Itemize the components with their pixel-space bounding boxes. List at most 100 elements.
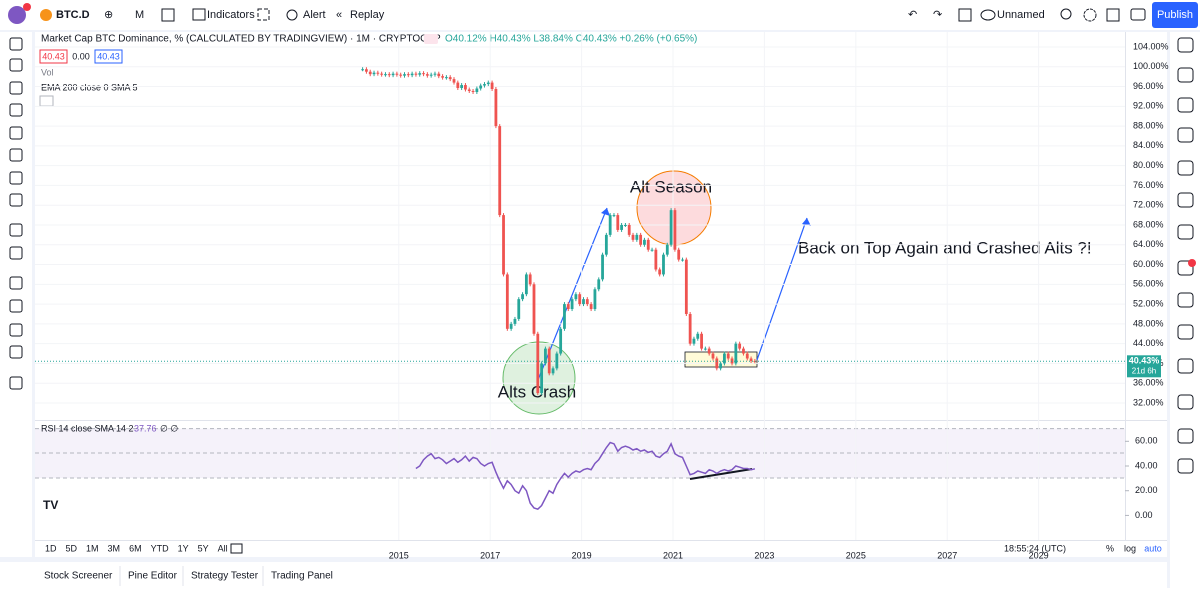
indicators[interactable]: Indicators <box>207 9 255 21</box>
range-button[interactable]: 3M <box>108 543 121 553</box>
candle <box>703 348 707 350</box>
left-toolbar <box>0 32 32 557</box>
add-symbol[interactable]: ⊕ <box>104 9 113 21</box>
sidebar-icon[interactable] <box>1177 292 1194 308</box>
range-button[interactable]: All <box>218 543 228 553</box>
rsi-tick-label: 40.00 <box>1135 460 1158 470</box>
flag-icon <box>424 34 438 44</box>
range-button[interactable]: 1D <box>45 543 57 553</box>
sidebar-icon[interactable] <box>1177 324 1194 340</box>
layout-icon[interactable] <box>958 8 972 22</box>
settings-icon[interactable] <box>1083 8 1097 22</box>
candle <box>536 333 540 394</box>
rsi-tick-label: 60.00 <box>1135 436 1158 446</box>
sidebar-icon[interactable] <box>1177 394 1194 410</box>
tool-icon[interactable] <box>9 81 23 95</box>
bottom-tab[interactable]: Trading Panel <box>271 571 333 582</box>
sidebar-icon[interactable] <box>1177 160 1194 176</box>
sidebar-icon[interactable] <box>1177 67 1194 83</box>
symbol[interactable]: BTC.D <box>56 9 90 21</box>
range-button[interactable]: 6M <box>129 543 142 553</box>
tool-icon[interactable] <box>9 37 23 51</box>
date-range-icon[interactable] <box>230 543 243 554</box>
candle <box>639 234 643 245</box>
tool-icon[interactable] <box>9 103 23 117</box>
candle <box>471 90 475 92</box>
ema-label: EMA 200 close 0 SMA 5 <box>41 82 138 92</box>
clock: 18:55:24 (UTC) <box>1004 543 1066 553</box>
candle <box>715 358 719 369</box>
alert[interactable]: Alert <box>303 9 326 21</box>
redo[interactable]: ↷ <box>933 9 942 21</box>
candle <box>544 348 547 364</box>
spread: 0.00 <box>72 51 90 61</box>
volume-label: Vol <box>41 67 54 77</box>
season-label: Alt Season <box>630 177 712 196</box>
publish[interactable]: Publish <box>1157 9 1193 21</box>
range-button[interactable]: 1Y <box>178 543 189 553</box>
search-icon[interactable] <box>1060 8 1072 20</box>
sidebar-icon[interactable] <box>1177 458 1194 474</box>
chart-type-icon[interactable] <box>161 8 175 22</box>
snapshot-icon[interactable] <box>1130 8 1146 21</box>
y-tick-label: 52.00% <box>1133 298 1164 308</box>
sidebar-icon[interactable] <box>1177 428 1194 444</box>
bid-box <box>39 49 68 64</box>
candle <box>616 215 620 230</box>
range-button[interactable]: 1M <box>86 543 99 553</box>
sidebar-icon[interactable] <box>1177 37 1194 53</box>
candle <box>719 363 723 369</box>
range-button[interactable]: 5D <box>66 543 78 553</box>
range-button[interactable]: 5Y <box>198 543 209 553</box>
tool-icon[interactable] <box>9 126 23 140</box>
sidebar-icon[interactable] <box>1177 224 1194 240</box>
tool-icon[interactable] <box>9 345 23 359</box>
bottom-tab[interactable]: Stock Screener <box>44 571 113 582</box>
x-tick-label: 2027 <box>937 550 957 560</box>
tool-icon[interactable] <box>9 171 23 185</box>
replay[interactable]: Replay <box>350 9 385 21</box>
undo[interactable]: ↶ <box>908 9 917 21</box>
sidebar-icon[interactable] <box>1177 358 1194 374</box>
avatar[interactable] <box>8 6 26 24</box>
candle <box>700 333 703 349</box>
fullscreen-icon[interactable] <box>1106 8 1120 22</box>
rsi-label: RSI 14 close SMA 14 2 <box>41 423 134 433</box>
bottom-tab[interactable]: Strategy Tester <box>191 571 259 582</box>
auto-toggle[interactable]: auto <box>1144 543 1162 553</box>
candle <box>604 234 608 255</box>
x-tick-label: 2029 <box>1029 550 1049 560</box>
templates-icon[interactable] <box>257 8 270 21</box>
tool-icon[interactable] <box>9 276 23 290</box>
log-toggle[interactable]: log <box>1124 543 1136 553</box>
tool-icon[interactable] <box>9 376 23 390</box>
last-price: 40.43% <box>1129 356 1160 366</box>
interval[interactable]: M <box>135 9 144 21</box>
chart-area <box>35 32 1167 557</box>
candle <box>646 239 650 250</box>
percent-toggle[interactable]: % <box>1106 543 1114 553</box>
sidebar-icon[interactable] <box>1177 97 1194 113</box>
tool-icon[interactable] <box>9 323 23 337</box>
top-bar <box>0 0 1200 30</box>
candle <box>467 89 471 91</box>
tool-icon[interactable] <box>9 148 23 162</box>
tool-icon[interactable] <box>9 246 23 260</box>
tool-icon[interactable] <box>9 193 23 207</box>
tool-icon[interactable] <box>9 299 23 313</box>
right-sidebar <box>1170 32 1200 588</box>
candle <box>589 304 593 310</box>
tool-icon[interactable] <box>9 223 23 237</box>
candle <box>623 224 627 226</box>
publish-button[interactable] <box>1152 2 1198 28</box>
ask: 40.43 <box>97 51 120 61</box>
candle <box>612 215 616 217</box>
range-button[interactable]: YTD <box>151 543 170 553</box>
layout-name[interactable]: Unnamed <box>997 9 1045 21</box>
candle <box>582 299 585 305</box>
sidebar-icon[interactable] <box>1177 127 1194 143</box>
sidebar-icon[interactable] <box>1177 192 1194 208</box>
bottom-tab[interactable]: Pine Editor <box>128 571 178 582</box>
tool-icon[interactable] <box>9 58 23 72</box>
sidebar-icon[interactable] <box>1177 260 1194 276</box>
